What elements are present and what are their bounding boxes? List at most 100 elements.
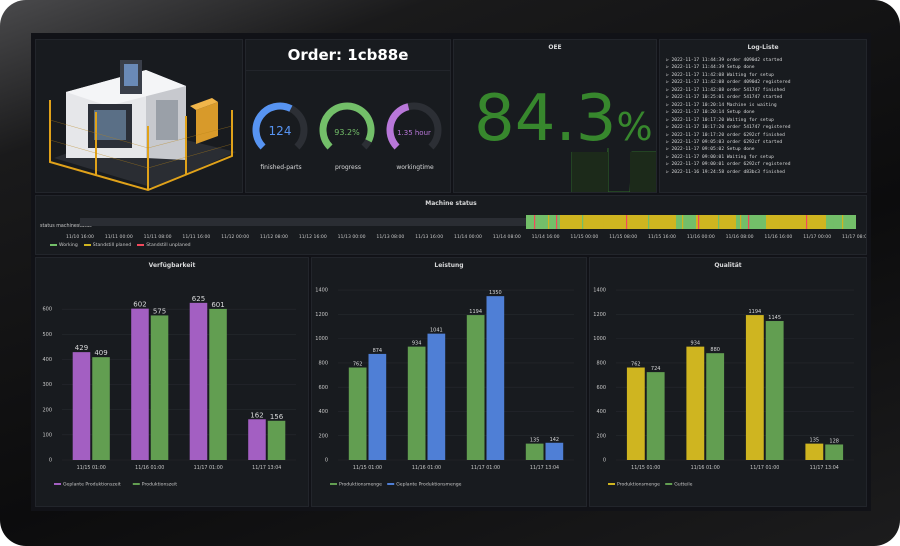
oee-number: 84.3 bbox=[474, 82, 617, 156]
status-event bbox=[556, 215, 558, 229]
legend-label-Produktionsmenge[interactable]: Produktionsmenge bbox=[339, 482, 382, 488]
gauge-value-workingtime: 1.35 hour bbox=[397, 129, 431, 137]
status-tick-label: 11/14 00:00 bbox=[454, 234, 482, 240]
legend-swatch bbox=[137, 243, 145, 246]
bar-Produktionsmenge[interactable] bbox=[407, 346, 426, 460]
status-row-label: status machinestatus bbox=[40, 224, 92, 229]
bar-Produktionsmenge[interactable] bbox=[626, 367, 645, 460]
legend-label-Gutteile[interactable]: Gutteile bbox=[674, 482, 692, 488]
legend-label-Produktionszeit[interactable]: Produktionszeit bbox=[142, 482, 177, 488]
chart-title-verfuegbarkeit: Verfügbarkeit bbox=[148, 262, 196, 269]
bar-Produktionszeit[interactable] bbox=[209, 308, 227, 460]
bar-Produktionszeit[interactable] bbox=[150, 315, 169, 460]
bar-Geplante Produktionszeit[interactable] bbox=[248, 419, 266, 460]
y-tick-label: 400 bbox=[596, 409, 606, 415]
gauge-value-progress: 93.2% bbox=[334, 128, 360, 137]
log-line: ▷ 2022-11-17 11:44:39 Setup done bbox=[666, 65, 755, 71]
status-event bbox=[760, 215, 762, 229]
bar-Produktionsmenge[interactable] bbox=[745, 315, 764, 460]
log-list[interactable]: ▷ 2022-11-17 11:44:39 order 4090d2 start… bbox=[666, 57, 862, 176]
bar-Produktionszeit[interactable] bbox=[267, 420, 286, 460]
data-label: 575 bbox=[153, 307, 166, 315]
data-label: 409 bbox=[94, 349, 107, 357]
gauge-label-finished-parts: finished-parts bbox=[260, 164, 302, 171]
data-label: 162 bbox=[250, 411, 263, 419]
log-line: ▷ 2022-11-17 09:00:01 Waiting for setup bbox=[666, 154, 774, 160]
bar-Geplante Produktionsmenge[interactable] bbox=[368, 353, 387, 460]
legend-label-Geplante Produktionszeit[interactable]: Geplante Produktionszeit bbox=[63, 482, 121, 488]
legend-label: Working bbox=[59, 243, 78, 248]
data-label: 1350 bbox=[489, 290, 502, 296]
y-tick-label: 1400 bbox=[315, 288, 328, 294]
x-tick-label: 11/17 01:00 bbox=[750, 465, 779, 471]
status-tick-label: 11/12 08:00 bbox=[260, 234, 288, 240]
log-line: ▷ 2022-11-17 10:17:20 order 6292cf finis… bbox=[666, 132, 785, 138]
x-tick-label: 11/17 01:00 bbox=[194, 465, 223, 471]
data-label: 602 bbox=[133, 301, 146, 309]
legend-swatch bbox=[608, 483, 615, 485]
status-tick-label: 11/15 16:00 bbox=[648, 234, 676, 240]
data-label: 880 bbox=[710, 347, 720, 353]
gauges: 124 93.2% 1.35 hour bbox=[252, 102, 442, 150]
oee-panel: OEE 84.3% bbox=[453, 39, 657, 193]
bar-Geplante Produktionszeit[interactable] bbox=[189, 302, 208, 460]
legend-swatch bbox=[330, 483, 337, 485]
bar-Produktionsmenge[interactable] bbox=[348, 367, 367, 460]
y-tick-label: 0 bbox=[49, 458, 52, 464]
y-tick-label: 300 bbox=[42, 382, 52, 388]
status-tick-label: 11/13 08:00 bbox=[376, 234, 404, 240]
status-tick-label: 11/16 08:00 bbox=[726, 234, 754, 240]
gauge-label-workingtime: workingtime bbox=[396, 164, 434, 171]
status-tick-label: 11/10 16:00 bbox=[66, 234, 94, 240]
legend-label: Standstill unplaned bbox=[146, 243, 191, 248]
bar-Produktionsmenge[interactable] bbox=[525, 443, 544, 460]
bar-Produktionszeit[interactable] bbox=[92, 357, 110, 460]
bar-Gutteile[interactable] bbox=[646, 372, 665, 460]
y-tick-label: 1400 bbox=[593, 288, 606, 294]
status-tick-label: 11/11 16:00 bbox=[182, 234, 210, 240]
data-label: 135 bbox=[810, 438, 820, 444]
status-legend: Working Standstill planed Standstill unpla… bbox=[50, 243, 191, 248]
gauge-fill-progress bbox=[319, 102, 375, 150]
status-event bbox=[698, 215, 700, 229]
chart-qualitaet: 0 200 400 600 800 1000 1200 1400 762 724 11/15 01:… bbox=[593, 288, 854, 488]
bar-Geplante Produktionszeit[interactable] bbox=[72, 352, 91, 460]
legend-label: Standstill planed bbox=[92, 243, 132, 248]
y-tick-label: 1200 bbox=[315, 312, 328, 318]
data-label: 142 bbox=[550, 437, 560, 443]
status-event bbox=[582, 215, 584, 229]
status-event bbox=[778, 215, 780, 229]
bar-Gutteile[interactable] bbox=[706, 353, 725, 460]
bar-Geplante Produktionsmenge[interactable] bbox=[486, 296, 505, 460]
status-legend-item[interactable]: Standstill planed bbox=[83, 243, 132, 248]
x-tick-label: 11/17 13:04 bbox=[810, 465, 839, 471]
status-legend-item[interactable]: Working bbox=[50, 243, 78, 248]
bar-Produktionsmenge[interactable] bbox=[805, 443, 824, 460]
status-event bbox=[748, 215, 750, 229]
bar-Gutteile[interactable] bbox=[825, 444, 844, 460]
status-legend-item[interactable]: Standstill unplaned bbox=[137, 243, 191, 248]
status-event bbox=[740, 215, 742, 229]
log-line: ▷ 2022-11-17 11:42:08 order 4090d2 regis… bbox=[666, 80, 791, 86]
y-tick-label: 200 bbox=[42, 407, 52, 413]
legend-label-Produktionsmenge[interactable]: Produktionsmenge bbox=[617, 482, 660, 488]
status-tick-label: 11/11 00:00 bbox=[105, 234, 133, 240]
oee-title: OEE bbox=[548, 44, 562, 51]
bar-Produktionsmenge[interactable] bbox=[466, 315, 485, 460]
status-tick-label: 11/11 08:00 bbox=[144, 234, 172, 240]
y-tick-label: 200 bbox=[318, 433, 328, 439]
bar-Geplante Produktionszeit[interactable] bbox=[131, 308, 149, 460]
bar-Produktionsmenge[interactable] bbox=[686, 346, 705, 460]
status-tick-label: 11/15 08:00 bbox=[609, 234, 637, 240]
legend-label-Geplante Produktionsmenge[interactable]: Geplante Produktionsmenge bbox=[396, 482, 461, 488]
status-segment bbox=[696, 215, 736, 229]
bar-Gutteile[interactable] bbox=[765, 321, 784, 460]
status-title: Machine status bbox=[425, 200, 477, 207]
data-label: 156 bbox=[270, 413, 284, 421]
bar-Geplante Produktionsmenge[interactable] bbox=[545, 442, 564, 460]
gauge-fill-finished-parts bbox=[252, 102, 293, 150]
y-tick-label: 600 bbox=[596, 385, 606, 391]
bar-Geplante Produktionsmenge[interactable] bbox=[427, 333, 446, 460]
log-line: ▷ 2022-11-17 09:05:03 order 6292cf start… bbox=[666, 139, 783, 145]
status-tick-label: 11/17 08:00 bbox=[842, 234, 866, 240]
